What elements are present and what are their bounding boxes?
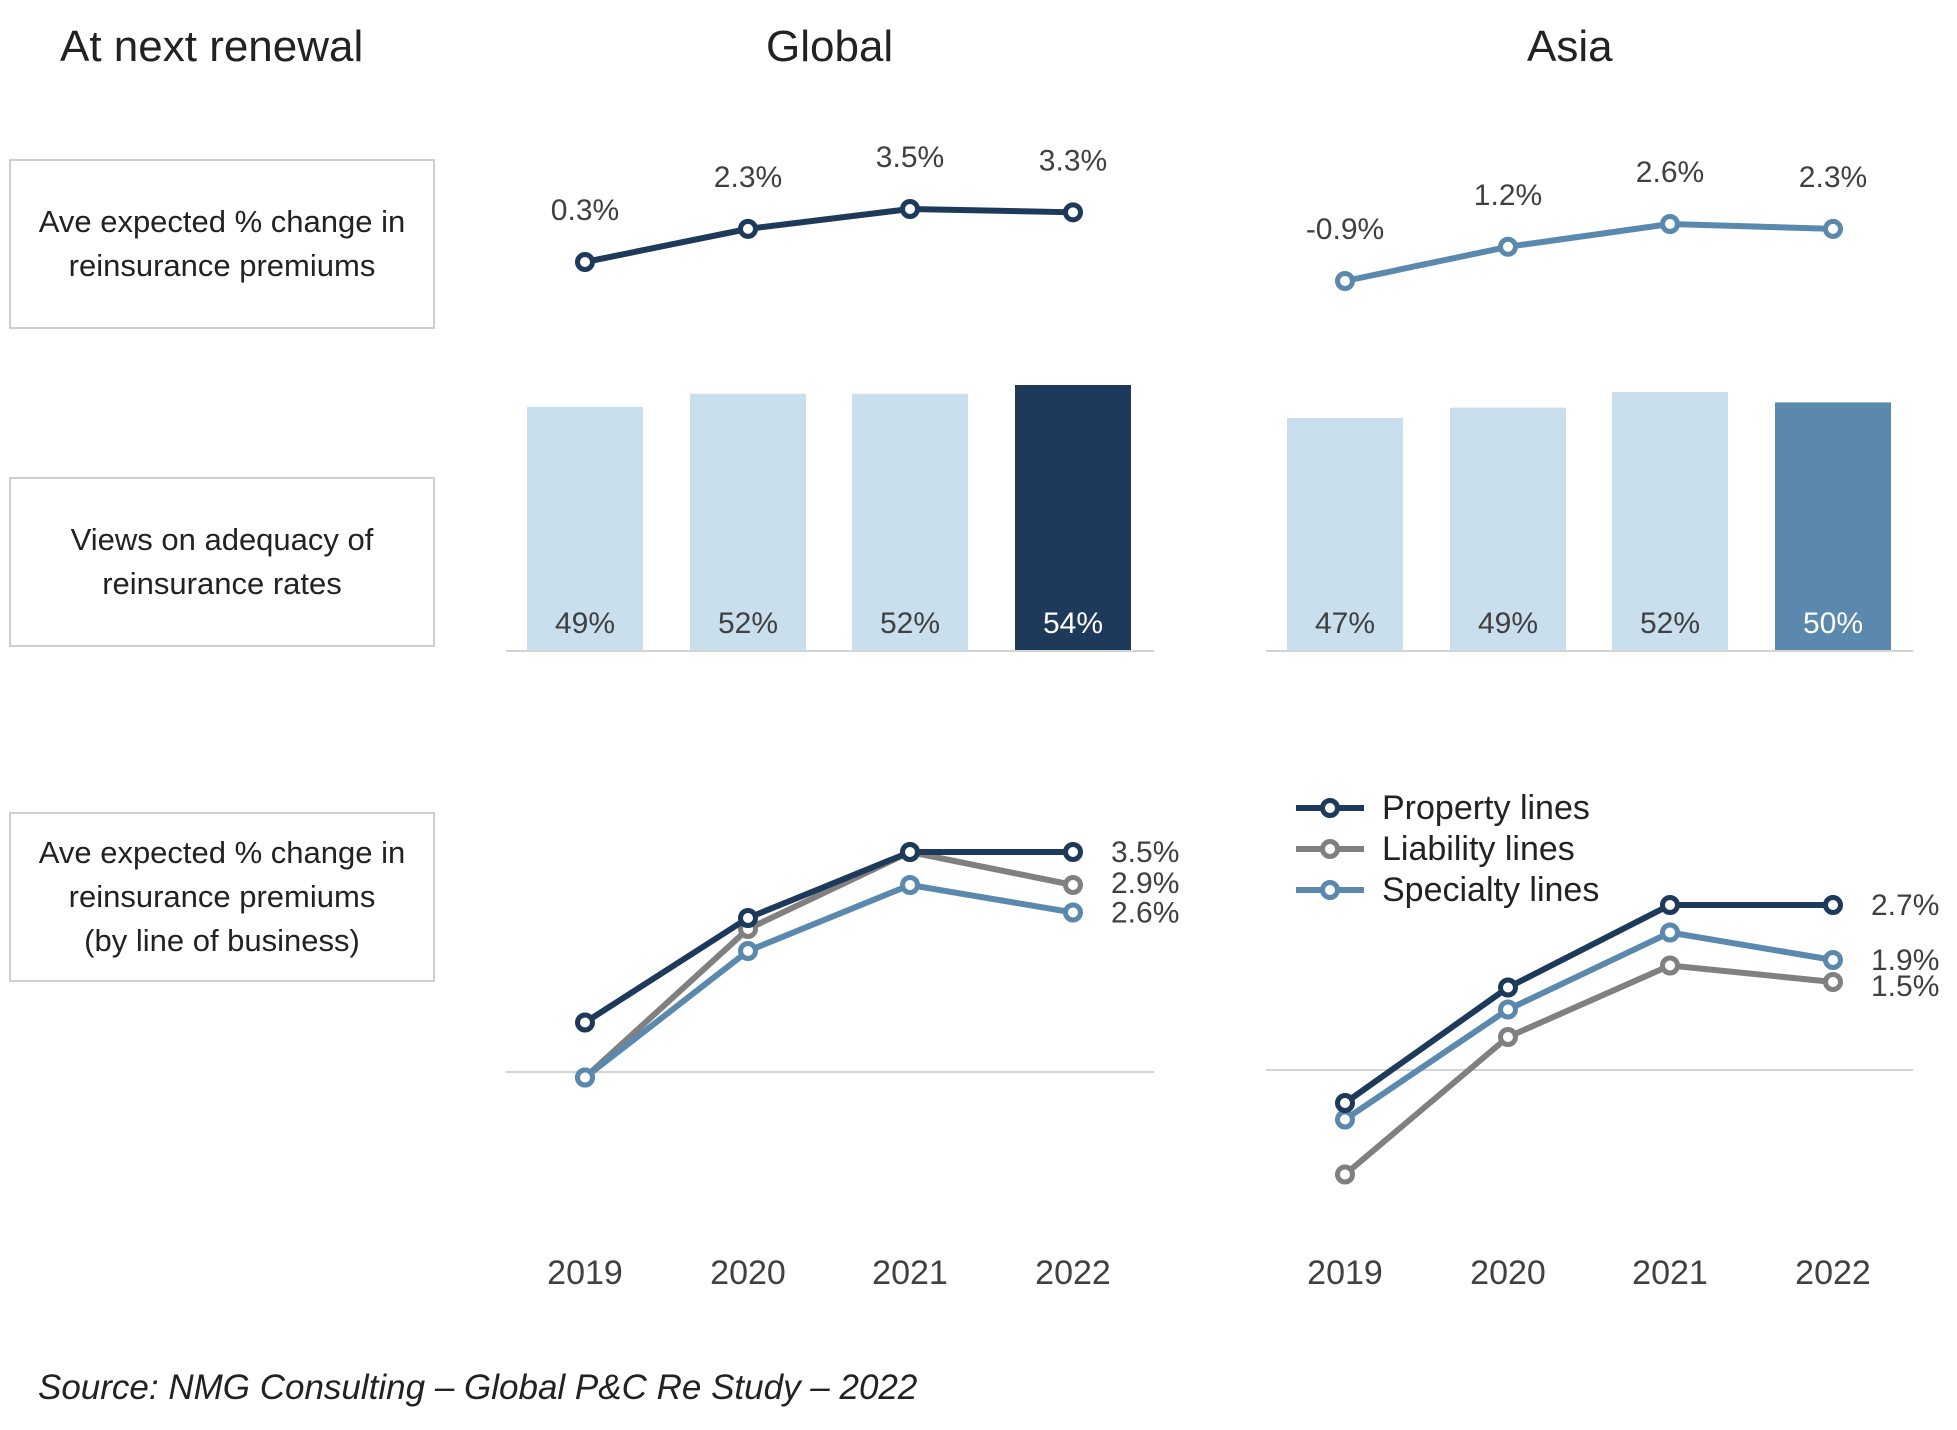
x-tick-asia-2022: 2022 xyxy=(1795,1254,1871,1292)
legend-label-property-lines: Property lines xyxy=(1382,789,1590,827)
premium-label-global-2021: 3.5% xyxy=(876,141,944,174)
premium-point-global-2021 xyxy=(900,199,920,219)
by-line-end-label-asia-specialty-lines: 1.9% xyxy=(1871,944,1939,977)
by-line-point-global-property-lines-2020 xyxy=(738,908,758,928)
row-label-adequacy: Views on adequacy of reinsurance rates xyxy=(9,477,435,647)
by-line-point-asia-property-lines-2021 xyxy=(1660,895,1680,915)
by-line-series-asia-property-lines xyxy=(1343,902,1833,1106)
premium-line-global xyxy=(584,206,1074,265)
by-line-end-label-global-liability-lines: 2.9% xyxy=(1111,867,1179,900)
by-line-point-asia-specialty-lines-2020 xyxy=(1498,999,1518,1020)
by-line-point-asia-property-lines-2020 xyxy=(1498,977,1518,998)
by-line-end-label-asia-property-lines: 2.7% xyxy=(1871,889,1939,922)
by-line-end-label-global-specialty-lines: 2.6% xyxy=(1111,897,1179,930)
by-line-series-asia-liability-lines xyxy=(1343,962,1834,1177)
region-title-asia: Asia xyxy=(1527,22,1613,71)
adequacy-bar-global-2019 xyxy=(527,407,643,650)
by-line-point-asia-liability-lines-2022 xyxy=(1823,972,1843,992)
adequacy-bar-asia-2020 xyxy=(1450,407,1566,650)
adequacy-bar-global-2020 xyxy=(690,393,806,650)
premium-point-asia-2020 xyxy=(1498,236,1518,257)
by-line-point-asia-specialty-lines-2021 xyxy=(1660,922,1680,943)
by-line-series-asia-specialty-lines xyxy=(1343,929,1834,1122)
premium-point-global-2022 xyxy=(1063,202,1083,223)
left-title: At next renewal xyxy=(60,22,364,71)
by-line-point-global-specialty-lines-2020 xyxy=(738,941,758,961)
row-label-by-line: Ave expected % change in reinsurance prem… xyxy=(9,812,435,982)
adequacy-bar-global-2021 xyxy=(852,393,968,650)
premium-point-global-2020 xyxy=(738,218,758,239)
x-tick-asia-2019: 2019 xyxy=(1307,1254,1383,1292)
premium-label-asia-2021: 2.6% xyxy=(1636,156,1704,189)
premium-line-asia xyxy=(1344,221,1834,284)
by-line-end-label-asia-liability-lines: 1.5% xyxy=(1871,970,1939,1003)
by-line-point-asia-liability-lines-2020 xyxy=(1498,1027,1518,1047)
premium-point-global-2019 xyxy=(575,252,595,272)
adequacy-bar-asia-2021 xyxy=(1612,392,1728,650)
premium-label-global-2022: 3.3% xyxy=(1039,144,1107,177)
by-line-point-asia-property-lines-2022 xyxy=(1823,895,1843,915)
adequacy-label-asia-2021: 52% xyxy=(1640,607,1700,640)
premium-point-asia-2019 xyxy=(1335,271,1355,291)
by-line-point-asia-specialty-lines-2022 xyxy=(1823,950,1843,970)
x-tick-global-2020: 2020 xyxy=(710,1254,786,1292)
by-line-point-asia-liability-lines-2019 xyxy=(1335,1164,1355,1185)
premium-point-asia-2022 xyxy=(1823,218,1843,239)
by-line-point-global-specialty-lines-2022 xyxy=(1063,902,1083,923)
premium-label-asia-2022: 2.3% xyxy=(1799,161,1867,194)
by-line-point-asia-liability-lines-2021 xyxy=(1660,955,1680,976)
by-line-end-label-global-property-lines: 3.5% xyxy=(1111,836,1179,869)
x-tick-global-2021: 2021 xyxy=(872,1254,948,1292)
adequacy-label-asia-2022: 50% xyxy=(1803,607,1863,640)
by-line-point-global-liability-lines-2022 xyxy=(1063,875,1083,895)
adequacy-label-global-2019: 49% xyxy=(555,607,615,640)
premium-point-asia-2021 xyxy=(1660,214,1680,234)
by-line-point-asia-property-lines-2019 xyxy=(1335,1093,1355,1113)
legend-marker-liability-lines xyxy=(1320,839,1340,859)
premium-label-asia-2020: 1.2% xyxy=(1474,179,1542,212)
legend-label-liability-lines: Liability lines xyxy=(1382,830,1575,868)
by-line-point-global-property-lines-2022 xyxy=(1063,842,1083,862)
by-line-point-global-specialty-lines-2021 xyxy=(900,875,920,895)
x-tick-asia-2021: 2021 xyxy=(1632,1254,1708,1292)
adequacy-bar-global-2022 xyxy=(1015,385,1131,650)
by-line-point-global-property-lines-2019 xyxy=(575,1012,595,1033)
premium-label-global-2020: 2.3% xyxy=(714,161,782,194)
by-line-point-global-property-lines-2021 xyxy=(900,842,920,862)
x-tick-global-2019: 2019 xyxy=(547,1254,623,1292)
adequacy-label-asia-2019: 47% xyxy=(1315,607,1375,640)
legend-marker-property-lines xyxy=(1320,798,1340,818)
by-line-series-global-liability-lines xyxy=(582,849,1074,1080)
adequacy-label-asia-2020: 49% xyxy=(1478,607,1538,640)
legend-label-specialty-lines: Specialty lines xyxy=(1382,871,1599,909)
region-title-global: Global xyxy=(766,22,894,71)
by-line-point-asia-specialty-lines-2019 xyxy=(1335,1109,1355,1130)
adequacy-bar-asia-2019 xyxy=(1287,418,1403,650)
legend-marker-specialty-lines xyxy=(1320,880,1340,900)
premium-label-asia-2019: -0.9% xyxy=(1306,213,1384,246)
by-line-series-global-property-lines xyxy=(583,849,1073,1026)
x-tick-global-2022: 2022 xyxy=(1035,1254,1111,1292)
by-line-point-global-specialty-lines-2019 xyxy=(575,1067,595,1088)
adequacy-label-global-2021: 52% xyxy=(880,607,940,640)
by-line-series-global-specialty-lines xyxy=(583,882,1074,1080)
source-note: Source: NMG Consulting – Global P&C Re S… xyxy=(38,1368,918,1407)
adequacy-bar-asia-2022 xyxy=(1775,402,1891,650)
row-label-premiums: Ave expected % change in reinsurance prem… xyxy=(9,159,435,329)
x-tick-asia-2020: 2020 xyxy=(1470,1254,1546,1292)
adequacy-label-global-2022: 54% xyxy=(1043,607,1103,640)
adequacy-label-global-2020: 52% xyxy=(718,607,778,640)
premium-label-global-2019: 0.3% xyxy=(551,194,619,227)
